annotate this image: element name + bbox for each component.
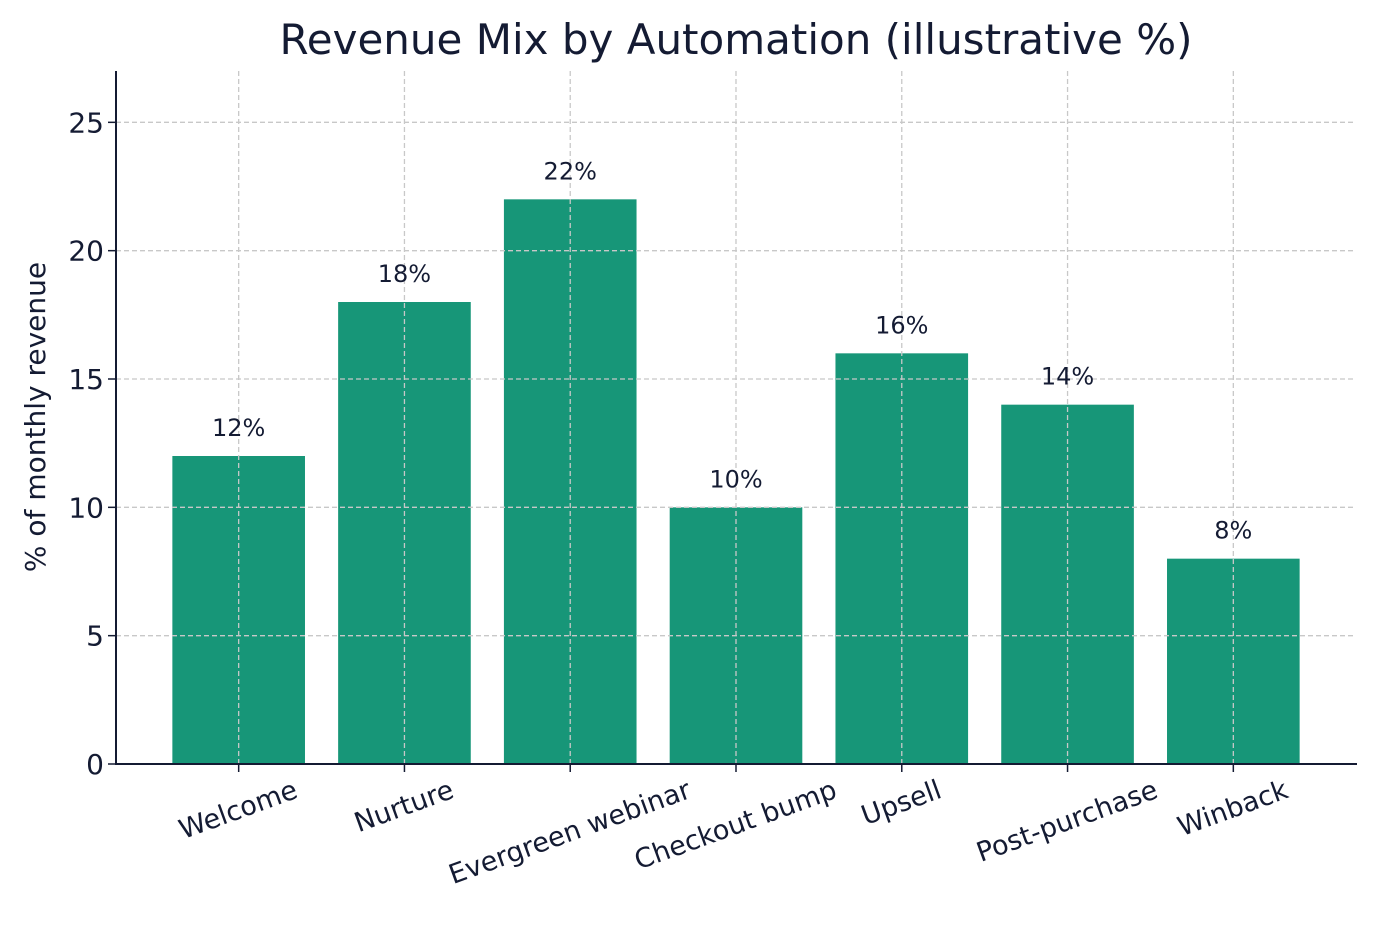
data-label: 12%	[212, 414, 265, 442]
grid-group	[116, 71, 1356, 764]
y-tick-label: 10	[68, 491, 104, 524]
data-label: 18%	[378, 260, 431, 288]
x-tick-label: Nurture	[350, 774, 458, 838]
data-label: 14%	[1041, 363, 1094, 391]
data-labels-group: 12% 18% 22% 10% 16% 14% 8%	[212, 157, 1252, 544]
bar-winback	[1167, 558, 1300, 764]
y-tick-label: 0	[86, 748, 104, 781]
y-tick-label: 25	[68, 106, 104, 139]
data-label: 10%	[709, 465, 762, 493]
x-tick-label: Upsell	[857, 774, 945, 831]
x-tick-label: Winback	[1174, 774, 1293, 843]
y-tick-label: 15	[68, 363, 104, 396]
data-label: 22%	[544, 157, 597, 185]
x-tick-label: Evergreen webinar	[445, 774, 696, 891]
y-tick-label: 5	[86, 620, 104, 653]
data-label: 8%	[1214, 517, 1252, 545]
bar-upsell	[835, 353, 969, 764]
y-tick-label: 20	[68, 235, 104, 268]
x-tick-label: Post-purchase	[973, 774, 1162, 868]
data-label: 16%	[875, 311, 928, 339]
x-tick-label: Welcome	[175, 774, 302, 845]
chart-title: Revenue Mix by Automation (illustrative …	[279, 15, 1192, 64]
y-axis-label: % of monthly revenue	[19, 262, 52, 572]
